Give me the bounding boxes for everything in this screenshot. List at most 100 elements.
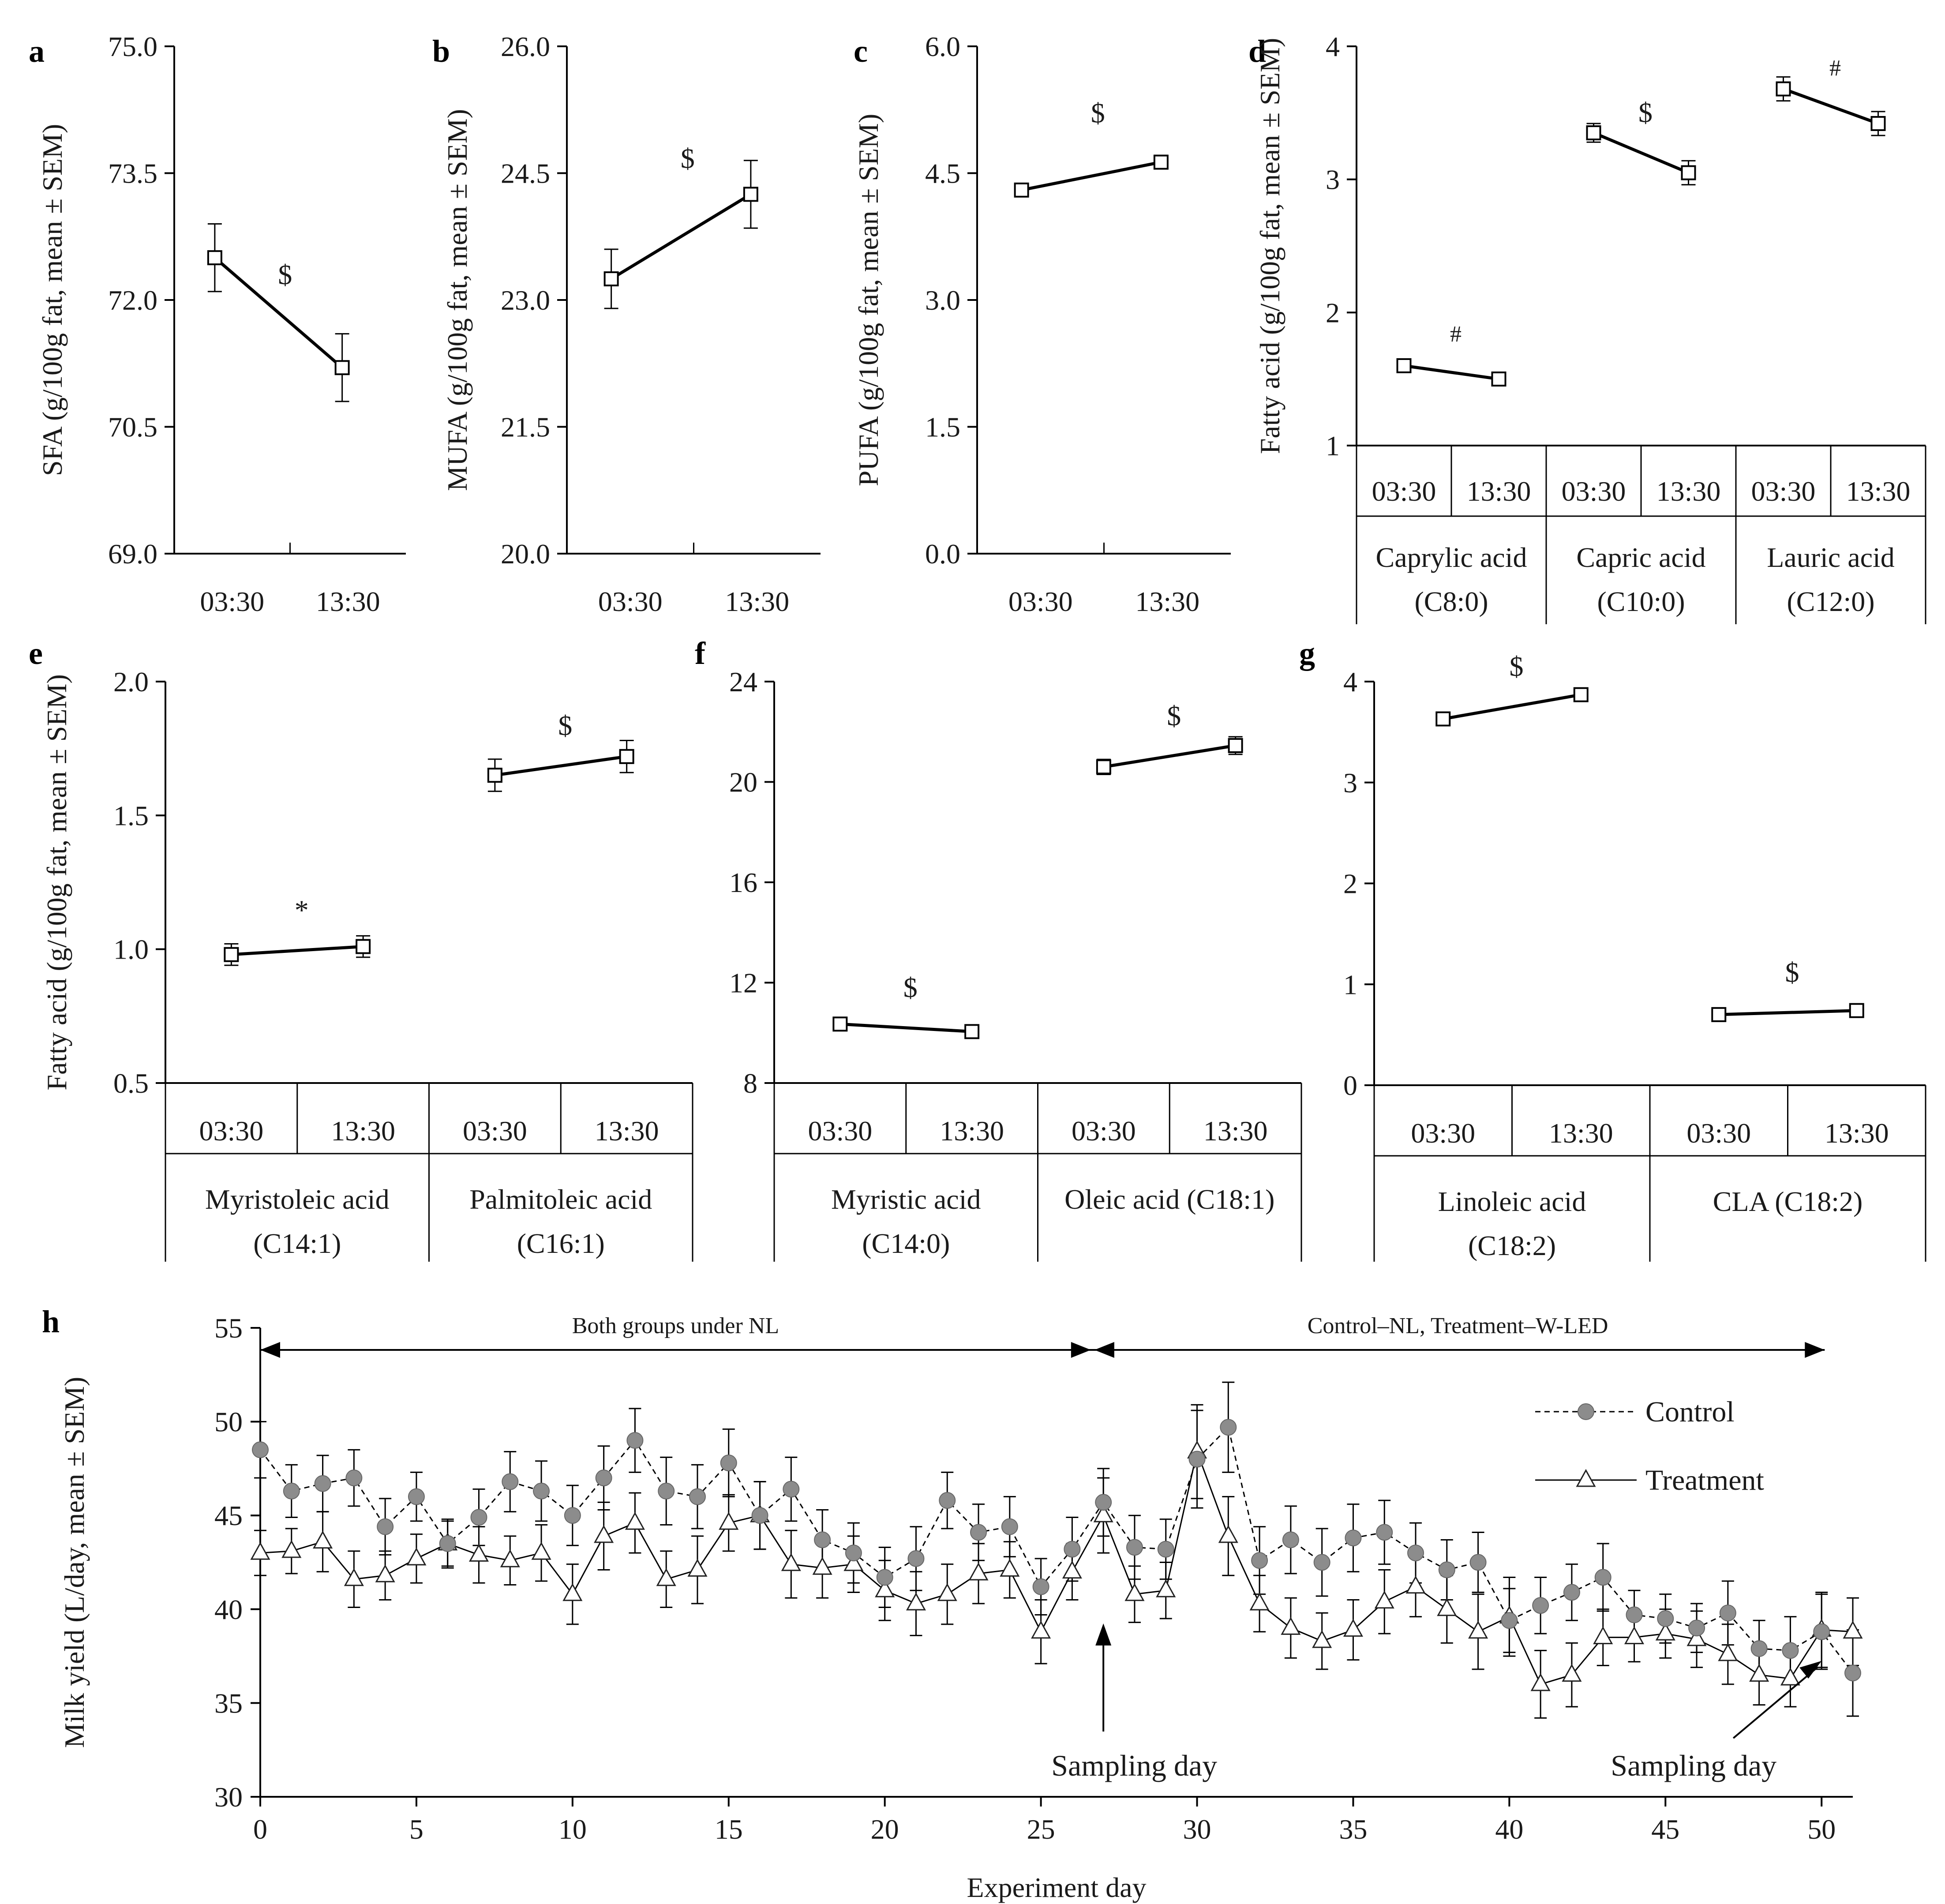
panel-h-treatment-point: [562, 1583, 583, 1601]
panel-c-y-tick-label: 1.5: [925, 412, 960, 443]
panel-d-data-point: [1396, 358, 1412, 373]
panel-h-treatment-point: [812, 1557, 832, 1575]
panel-h-control-point: [1095, 1494, 1112, 1511]
panel-h-y-tick-label: 50: [214, 1406, 243, 1438]
panel-f-data-point: [964, 1024, 980, 1039]
panel-h-treatment-line: [260, 1449, 1853, 1685]
panel-h-control-point: [1594, 1569, 1611, 1586]
panel-c-significance-symbol: $: [1091, 97, 1105, 129]
panel-h-treatment-point: [1031, 1620, 1051, 1639]
panel-d-label: d: [1248, 34, 1266, 69]
panel-h-control-point: [1813, 1623, 1830, 1640]
panel-h-legend-treatment-marker: [1576, 1469, 1596, 1487]
panel-d-y-tick-label: 3: [1326, 164, 1340, 195]
panel-d-category-label: 03:30: [1751, 476, 1816, 507]
panel-g-y-tick-label: 4: [1343, 666, 1357, 697]
panel-h-control-point: [595, 1469, 612, 1487]
panel-g-y-tick-label: 3: [1343, 767, 1357, 798]
panel-f-data-point: [1096, 759, 1111, 775]
panel-h-sampling-arrow: [1732, 1667, 1818, 1739]
panel-h-treatment-point: [906, 1592, 926, 1611]
panel-c-category-label: 13:30: [1135, 586, 1199, 617]
panel-d-data-point: [1681, 165, 1696, 180]
panel-e-y-axis-label: Fatty acid (g/100g fat, mean ± SEM): [41, 674, 72, 1090]
panel-h-control-point: [1313, 1554, 1330, 1571]
panel-d-group-name: (C12:0): [1787, 586, 1874, 617]
panel-f-significance-symbol: $: [903, 972, 918, 1003]
panel-h-treatment-point: [719, 1512, 739, 1530]
panel-d-data-line: [1404, 364, 1499, 381]
panel-h-control-point: [252, 1441, 269, 1458]
panel-e-y-tick-label: 1.5: [113, 800, 149, 831]
panel-h-control-point: [814, 1531, 831, 1548]
panel-b-category-label: 13:30: [725, 586, 789, 617]
panel-h-treatment-point: [1593, 1626, 1613, 1645]
panel-h-control-point: [1220, 1419, 1237, 1436]
panel-b-y-tick-label: 24.5: [501, 158, 550, 189]
panel-h-sampling-arrowhead: [1799, 1661, 1822, 1679]
panel-g-data-point: [1435, 711, 1451, 727]
panel-h-treatment-point: [1405, 1575, 1426, 1594]
panel-b-y-tick-label: 21.5: [501, 412, 550, 443]
panel-e-data-point: [619, 749, 634, 764]
panel-d-data-point: [1491, 371, 1507, 387]
panel-c-y-tick-label: 0.0: [925, 538, 960, 570]
panel-h-treatment-point: [1468, 1620, 1488, 1639]
panel-h-control-point: [1657, 1610, 1674, 1627]
panel-h-control-point: [345, 1469, 363, 1487]
panel-f-y-tick-label: 16: [729, 867, 757, 898]
panel-h-treatment-point: [1655, 1622, 1675, 1641]
panel-h-treatment-point: [531, 1542, 551, 1560]
panel-c-data-point: [1014, 182, 1029, 198]
panel-h-control-point: [1688, 1619, 1705, 1637]
panel-f-group-name: (C14:0): [862, 1228, 950, 1259]
panel-e-data-point: [224, 947, 239, 962]
panel-f-data-line: [840, 1022, 972, 1033]
panel-g-significance-symbol: $: [1510, 651, 1524, 682]
panel-b-category-label: 03:30: [598, 586, 663, 617]
panel-h-control-point: [1282, 1531, 1299, 1548]
panel-h-control-point: [876, 1569, 893, 1586]
panel-b-y-axis-label: MUFA (g/100g fat, mean ± SEM): [442, 109, 473, 491]
panel-h-treatment-point: [1249, 1592, 1270, 1611]
panel-d-data-line: [1783, 87, 1879, 125]
panel-h-control-point: [439, 1535, 456, 1552]
panel-f-data-point: [832, 1016, 848, 1032]
panel-h-control-point: [907, 1550, 925, 1567]
panel-h-y-tick-label: 30: [214, 1781, 243, 1813]
panel-e-data-point: [487, 768, 502, 783]
panel-a-y-tick-label: 72.0: [108, 285, 157, 316]
panel-b-data-line: [610, 193, 752, 281]
panel-b-y-tick-label: 23.0: [501, 285, 550, 316]
panel-h-treatment-point: [1156, 1579, 1176, 1597]
panel-b-data-point: [603, 271, 619, 287]
panel-h-treatment-point: [500, 1549, 520, 1567]
panel-h-treatment-point: [250, 1542, 270, 1560]
panel-h-control-point: [502, 1473, 519, 1490]
panel-h-treatment-point: [1530, 1673, 1551, 1691]
panel-g-category-label: 03:30: [1686, 1117, 1751, 1149]
panel-h-control-point: [751, 1507, 768, 1524]
panel-d-significance-symbol: $: [1638, 97, 1653, 128]
panel-h-control-point: [470, 1509, 487, 1526]
panel-a-data-point: [207, 250, 222, 266]
panel-e-y-tick-label: 1.0: [113, 934, 149, 965]
panel-g-category-label: 13:30: [1549, 1117, 1613, 1149]
panel-h-treatment-point: [468, 1544, 489, 1562]
panel-h-control-point: [408, 1488, 425, 1505]
panel-c-y-tick-label: 4.5: [925, 158, 960, 189]
panel-g-data-line: [1443, 693, 1581, 721]
panel-h-control-point: [1750, 1640, 1768, 1657]
panel-h-x-tick-label: 45: [1651, 1814, 1679, 1845]
panel-h-treatment-point: [1686, 1628, 1707, 1646]
panel-h-control-point: [1064, 1540, 1081, 1558]
panel-h-treatment-point: [1624, 1626, 1645, 1645]
panel-g-label: g: [1299, 636, 1315, 671]
panel-h-x-tick-label: 35: [1339, 1814, 1367, 1845]
panel-g-data-point: [1573, 687, 1589, 702]
panel-h-control-point: [314, 1475, 331, 1492]
panel-c-y-tick-label: 3.0: [925, 285, 960, 316]
panel-h-x-tick-label: 30: [1183, 1814, 1211, 1845]
panel-h-treatment-point: [406, 1547, 427, 1566]
panel-h-control-point: [689, 1488, 706, 1505]
